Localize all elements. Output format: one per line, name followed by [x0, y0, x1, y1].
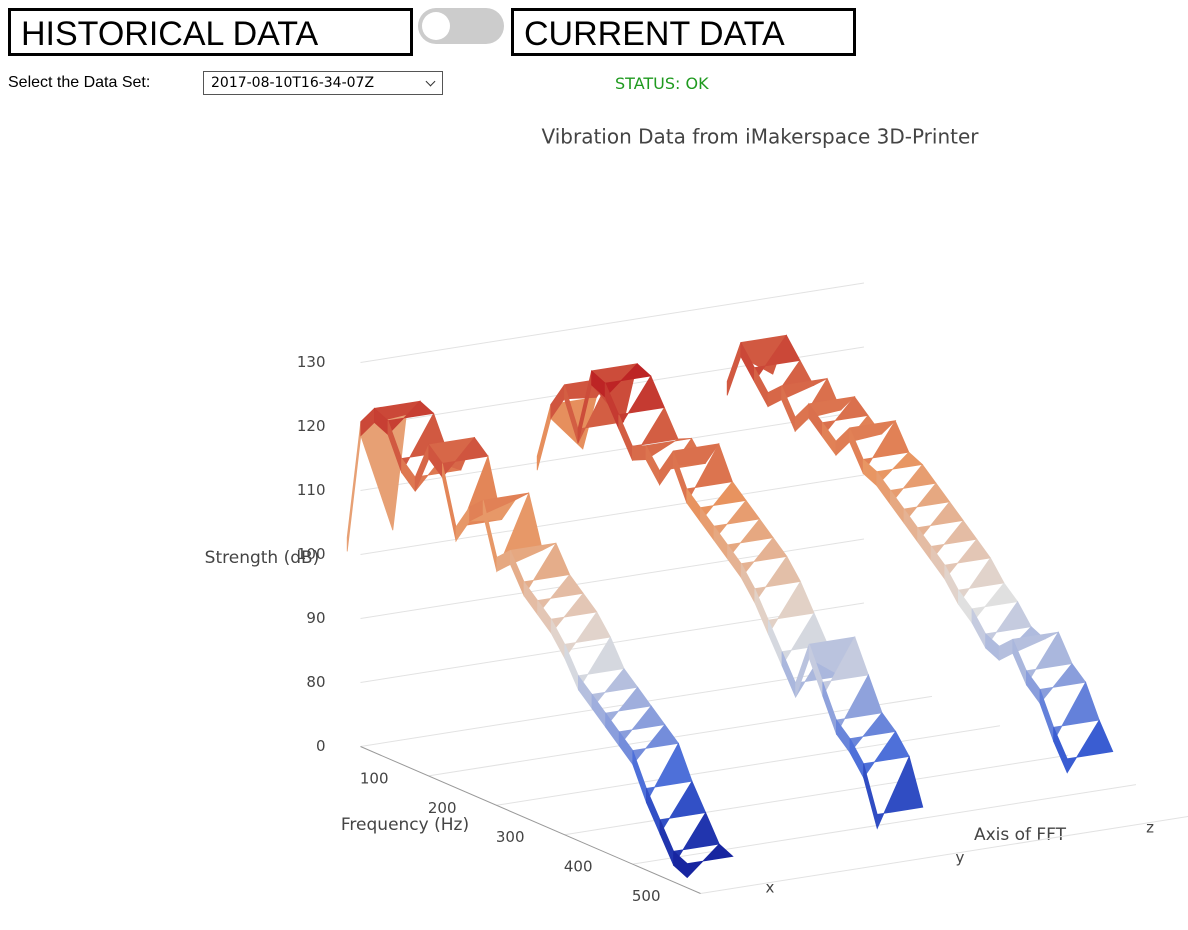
x-tick-label: 100 [360, 769, 389, 787]
z-tick-label: 90 [306, 609, 325, 627]
y-tick-label: z [1146, 819, 1154, 837]
ribbon-segment [346, 414, 407, 552]
grid-line [700, 816, 1188, 894]
y-tick-label: x [766, 879, 775, 897]
current-button[interactable]: CURRENT DATA [511, 8, 856, 56]
status: STATUS: OK [615, 74, 709, 93]
z-tick-label: 110 [297, 481, 326, 499]
grid-line [564, 754, 1069, 836]
z-tick-label: 0 [316, 737, 326, 755]
x-tick-label: 400 [564, 858, 593, 876]
y-tick-label: y [956, 849, 965, 867]
ribbon-segment [536, 396, 597, 471]
grid-line [360, 666, 865, 747]
toggle-knob [422, 12, 450, 40]
dataset-value: 2017-08-10T16-34-07Z [211, 75, 375, 91]
grid-line [360, 474, 865, 555]
dataset-select[interactable]: 2017-08-10T16-34-07Z [203, 71, 443, 95]
axis-line [360, 746, 701, 894]
grid-line [496, 725, 1001, 806]
chart-title: Vibration Data from iMakerspace 3D-Print… [541, 125, 979, 149]
z-tick-label: 130 [297, 353, 326, 371]
ribbon-segment [863, 755, 924, 830]
x-axis-title: Frequency (Hz) [341, 815, 469, 835]
toggle[interactable] [418, 8, 504, 44]
z-tick-label: 100 [297, 545, 326, 563]
z-tick-label: 120 [297, 417, 326, 435]
grid-line [360, 282, 865, 363]
ribbon-segment [1053, 719, 1114, 774]
dataset-label: Select the Data Set: [8, 74, 151, 91]
x-tick-label: 300 [496, 828, 525, 846]
x-tick-label: 500 [632, 887, 661, 905]
z-tick-label: 80 [306, 673, 325, 691]
y-axis-title: Axis of FFT [974, 825, 1067, 845]
grid-line [428, 695, 933, 777]
ribbon-segment [646, 780, 707, 835]
ribbon-segment [673, 843, 734, 879]
x-tick-label: 200 [428, 799, 457, 817]
historical-button[interactable]: HISTORICAL DATA [8, 8, 413, 56]
z-axis-title: Strength (dB) [205, 548, 320, 568]
